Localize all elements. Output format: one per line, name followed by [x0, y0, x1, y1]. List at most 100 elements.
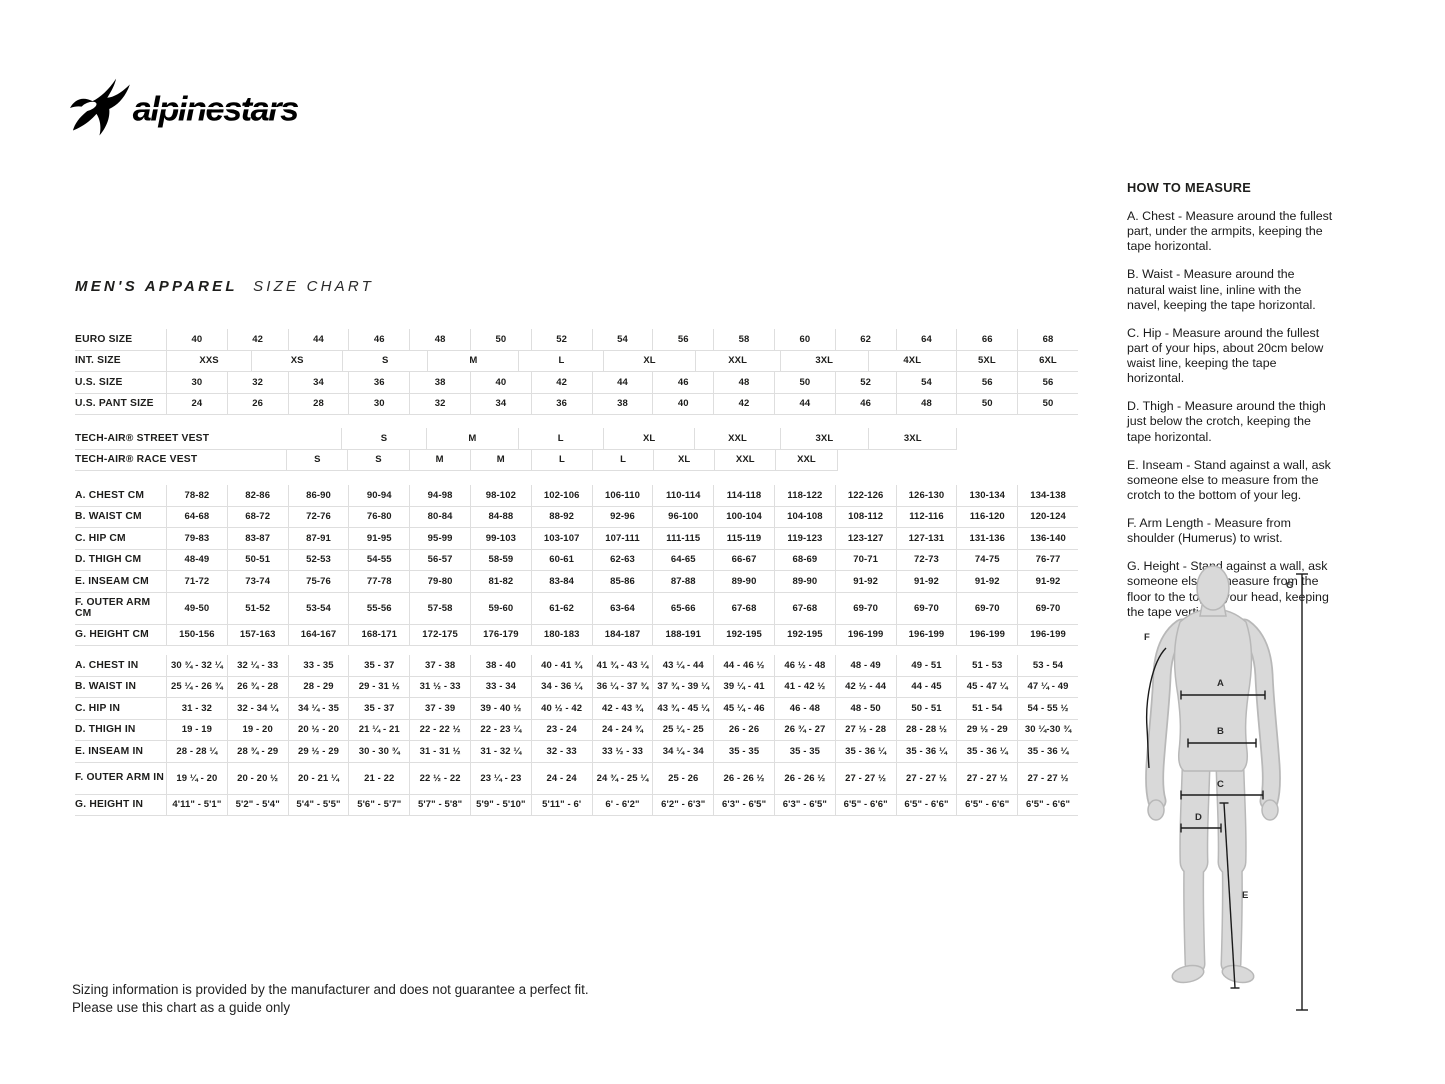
size-cell: 164-167 — [287, 624, 349, 646]
how-to-measure-title: HOW TO MEASURE — [1127, 180, 1252, 195]
row-label: A. CHEST IN — [75, 655, 166, 677]
size-cell: 38 — [409, 372, 470, 394]
size-cell: 56 — [1017, 372, 1078, 394]
size-cell: M — [408, 449, 470, 471]
size-cell: 3XL — [779, 428, 869, 450]
size-cell: 79-83 — [166, 528, 227, 550]
table-row: G. HEIGHT IN 4'11" - 5'1" 5'2" - 5'4" 5'4" … — [75, 794, 1078, 816]
size-cell: 100-104 — [713, 506, 774, 528]
male-silhouette — [1145, 565, 1281, 984]
size-cell: 64-65 — [652, 549, 714, 571]
size-cell: 38 - 40 — [469, 655, 531, 677]
size-cell: 26 — [226, 393, 288, 415]
size-cell: 54 - 55 ½ — [1017, 698, 1078, 720]
size-cell: 91-92 — [956, 571, 1018, 593]
size-cell: 22 - 23 ¼ — [469, 719, 531, 741]
size-cell: 35 - 35 — [713, 741, 774, 763]
how-to-measure-item: A. Chest - Measure around the fullest pa… — [1127, 209, 1333, 254]
size-cell: 192-195 — [773, 624, 835, 646]
size-cell: 35 - 37 — [348, 655, 410, 677]
row-label: C. HIP CM — [75, 528, 166, 550]
table-row: A. CHEST CM 78-82 82-86 86-90 90-94 94-98 98-1… — [75, 485, 1078, 507]
size-cell: 34 ¼ - 34 — [652, 741, 714, 763]
size-cell: 35 - 35 — [773, 741, 835, 763]
size-cell: 34 — [469, 393, 531, 415]
size-cell: 6'2" - 6'3" — [652, 794, 714, 816]
size-cell: 69-70 — [956, 592, 1018, 625]
size-cell: 35 - 36 ¼ — [1017, 741, 1078, 763]
arm-length-line-F — [1145, 647, 1167, 769]
size-cell: 55-56 — [348, 592, 410, 625]
size-cell: 66-67 — [713, 549, 774, 571]
size-cell: 50 - 51 — [895, 698, 957, 720]
size-cell: 32 — [226, 372, 288, 394]
table-row: INT. SIZE XXS XS S M L XL XXL 3XL 4XL 5XL 6XL — [75, 350, 1078, 372]
size-cell: 5'11" - 6' — [530, 794, 592, 816]
size-cell: 57-58 — [409, 592, 470, 625]
size-cell: 6'5" - 6'6" — [956, 794, 1018, 816]
size-cell: 63-64 — [591, 592, 653, 625]
size-cell: 46 - 48 — [773, 698, 835, 720]
size-cell: 84-88 — [469, 506, 531, 528]
row-label: D. THIGH IN — [75, 720, 166, 741]
size-cell: 52-53 — [287, 549, 349, 571]
size-cell: 114-118 — [713, 485, 774, 507]
size-cell: 188-191 — [652, 624, 714, 646]
size-cell: 56-57 — [409, 549, 470, 571]
size-cell: 33 - 34 — [469, 676, 531, 698]
size-cell: 29 ½ - 29 — [956, 719, 1018, 741]
size-cell: 27 - 27 ½ — [1017, 762, 1078, 795]
waist-line-B — [1187, 738, 1257, 748]
size-cell: 48-49 — [166, 549, 227, 571]
size-cell: XL — [602, 428, 695, 450]
size-cell: 122-126 — [834, 485, 896, 507]
size-cell: 136-140 — [1017, 528, 1078, 550]
table-row: D. THIGH IN 19 - 19 19 - 20 20 ½ - 20 21 ¼ -… — [75, 719, 1078, 741]
size-cell: 192-195 — [713, 624, 774, 646]
size-cell: 22 - 22 ½ — [409, 719, 470, 741]
body-diagram-graphic: A B C D E F G — [1144, 565, 1308, 1011]
alpinestars-logo: alpinestars — [70, 78, 325, 143]
size-cell: 23 ¼ - 23 — [469, 762, 531, 795]
size-cell: 20 - 20 ½ — [226, 762, 288, 795]
how-to-measure-panel: HOW TO MEASURE A. Chest - Measure around… — [1127, 180, 1334, 633]
empty-cell — [836, 449, 1079, 471]
size-cell: 53-54 — [287, 592, 349, 625]
size-cell: 196-199 — [895, 624, 957, 646]
size-cell: 56 — [956, 372, 1018, 394]
size-cell: 36 — [348, 372, 410, 394]
size-cell: 62 — [834, 329, 896, 351]
size-cell: 33 ½ - 33 — [591, 741, 653, 763]
table-row: B. WAIST IN 25 ¼ - 26 ¾ 26 ¾ - 28 28 - 29 29… — [75, 676, 1078, 698]
size-cell: 36 — [530, 393, 592, 415]
size-cell: 27 - 27 ½ — [956, 762, 1018, 795]
table-row: E. INSEAM IN 28 - 28 ¼ 28 ¾ - 29 29 ½ - 29 3… — [75, 741, 1078, 763]
size-cell: 92-96 — [591, 506, 653, 528]
size-cell: 42 — [226, 329, 288, 351]
size-cell: 70-71 — [834, 549, 896, 571]
size-cell: 95-99 — [409, 528, 470, 550]
size-cell: 64 — [895, 329, 957, 351]
size-cell: 25 ¼ - 25 — [652, 719, 714, 741]
size-cell: XS — [251, 350, 343, 372]
size-cell: 45 - 47 ¼ — [956, 676, 1018, 698]
size-cell: 5'6" - 5'7" — [348, 794, 410, 816]
size-cell: XXS — [166, 350, 252, 372]
table-row: C. HIP CM 79-83 83-87 87-91 91-95 95-99 99-103… — [75, 528, 1078, 550]
size-cell: 26 ¾ - 28 — [226, 676, 288, 698]
size-cell: 85-86 — [591, 571, 653, 593]
size-cell: 76-80 — [348, 506, 410, 528]
size-cell: 89-90 — [713, 571, 774, 593]
row-label: EURO SIZE — [75, 329, 166, 351]
table-row: EURO SIZE 40 42 44 46 48 50 52 54 56 58 60 62 64 66 68 — [75, 329, 1078, 351]
size-cell: 78-82 — [166, 485, 227, 507]
size-cell: 6' - 6'2" — [591, 794, 653, 816]
size-cell: M — [427, 350, 519, 372]
size-cell: 69-70 — [895, 592, 957, 625]
table-row: U.S. PANT SIZE 24 26 28 30 32 34 36 38 40 42 44 46 48… — [75, 393, 1078, 415]
table-row: U.S. SIZE 30 32 34 36 38 40 42 44 46 48 50 52 54 56 56 — [75, 372, 1078, 394]
size-cell: 40 — [469, 372, 531, 394]
size-cell: 176-179 — [469, 624, 531, 646]
size-cell: 74-75 — [956, 549, 1018, 571]
size-cell: 51 - 53 — [956, 655, 1018, 677]
